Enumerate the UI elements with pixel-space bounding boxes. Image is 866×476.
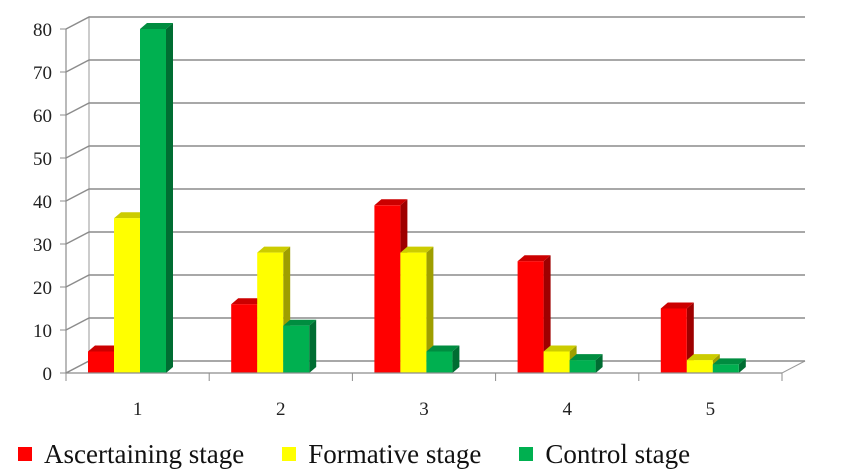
bar-front xyxy=(283,325,310,373)
y-tick-label: 60 xyxy=(33,106,52,127)
bar-front xyxy=(257,252,284,373)
bar-front xyxy=(400,252,427,373)
gridline xyxy=(65,274,805,288)
bar-side xyxy=(595,354,603,373)
gridline xyxy=(65,317,805,331)
legend-item-ascertaining: Ascertaining stage xyxy=(18,439,244,470)
bar-front xyxy=(660,308,687,373)
x-axis: 1 2 3 4 5 xyxy=(65,372,783,420)
bar-top xyxy=(283,319,317,326)
x-tick-label: 3 xyxy=(419,399,429,420)
bar-top xyxy=(686,354,720,361)
y-tick-label: 30 xyxy=(33,235,52,256)
bar-front xyxy=(140,29,166,373)
y-axis-ticks: 0 10 20 30 40 50 60 70 80 xyxy=(33,20,52,385)
legend-swatch-ascertaining xyxy=(18,447,32,461)
bar-front xyxy=(114,218,140,373)
bar xyxy=(257,246,291,373)
bar-front xyxy=(517,261,544,373)
y-tick-label: 0 xyxy=(43,364,53,385)
bar-top xyxy=(426,345,460,352)
bar xyxy=(400,246,434,373)
legend: Ascertaining stage Formative stage Contr… xyxy=(18,434,863,474)
bar-top xyxy=(88,345,121,352)
gridline xyxy=(65,231,805,245)
gridline xyxy=(65,16,805,30)
bar xyxy=(426,345,460,373)
y-tick-label: 20 xyxy=(33,278,52,299)
bar xyxy=(569,354,603,373)
bar-top xyxy=(712,358,746,365)
bar-side xyxy=(309,319,317,373)
bar-front xyxy=(88,351,114,373)
legend-item-formative: Formative stage xyxy=(282,439,481,470)
bar xyxy=(712,358,746,373)
bar-top xyxy=(543,345,577,352)
y-tick-label: 50 xyxy=(33,149,52,170)
y-tick-label: 70 xyxy=(33,63,52,84)
bar-side xyxy=(738,358,746,373)
x-tick-label: 4 xyxy=(562,399,572,420)
legend-label-control: Control stage xyxy=(545,438,691,469)
x-tick-label: 5 xyxy=(706,399,716,420)
bar-top xyxy=(569,354,603,361)
bar-top xyxy=(400,246,434,253)
bar-top xyxy=(257,246,291,253)
bar-top xyxy=(374,199,408,206)
x-tick-label: 2 xyxy=(276,399,286,420)
gridline xyxy=(65,102,805,116)
bar-side xyxy=(426,246,434,373)
bar-side xyxy=(686,302,694,373)
bar-side xyxy=(452,345,460,373)
bar-chart: 0 10 20 30 40 50 60 70 80 1 2 3 4 5 xyxy=(33,16,806,420)
legend-item-control: Control stage xyxy=(519,439,690,470)
y-tick-label: 40 xyxy=(33,192,52,213)
legend-swatch-control xyxy=(519,447,534,461)
bar-side xyxy=(166,23,173,373)
legend-swatch-formative xyxy=(282,447,297,461)
bar-front xyxy=(543,351,570,373)
bar-side xyxy=(543,255,551,373)
gridline xyxy=(65,59,805,73)
legend-label-ascertaining: Ascertaining stage xyxy=(44,438,245,469)
bar-front xyxy=(686,360,713,373)
chart-walls xyxy=(65,16,806,374)
y-tick-label: 10 xyxy=(33,321,52,342)
bar-top xyxy=(140,23,173,29)
gridline xyxy=(65,145,805,159)
bar xyxy=(283,319,317,373)
bar xyxy=(517,255,551,373)
y-tick-label: 80 xyxy=(33,20,52,41)
bar-top xyxy=(114,212,147,219)
bar xyxy=(140,23,173,373)
bar-top xyxy=(660,302,694,309)
bars xyxy=(88,23,746,373)
bar-front xyxy=(231,304,258,373)
legend-label-formative: Formative stage xyxy=(308,438,482,469)
bar xyxy=(660,302,694,373)
bar-front xyxy=(569,360,596,373)
bar-top xyxy=(231,298,265,305)
bar-front xyxy=(712,364,739,373)
bar-front xyxy=(374,205,401,373)
bar-top xyxy=(517,255,551,262)
x-tick-label: 1 xyxy=(133,399,143,420)
gridline xyxy=(65,188,805,202)
bar-front xyxy=(426,351,453,373)
